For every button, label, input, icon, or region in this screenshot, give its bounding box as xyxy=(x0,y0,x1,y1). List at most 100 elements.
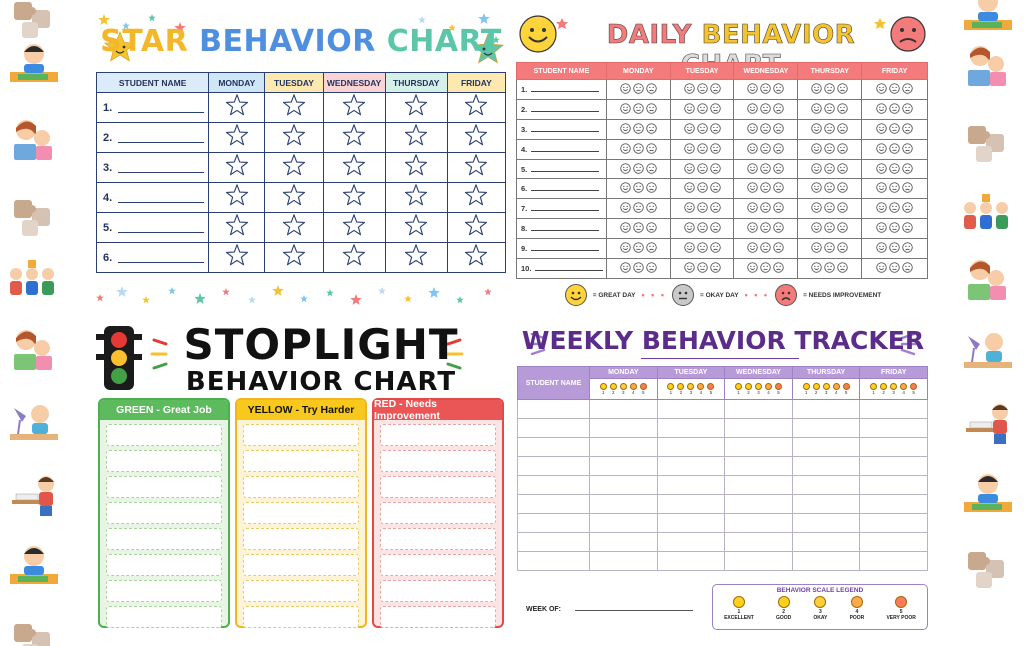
sad-face-icon[interactable] xyxy=(709,222,721,233)
sad-face-icon[interactable] xyxy=(902,182,913,194)
happy-face-icon[interactable] xyxy=(747,222,759,233)
happy-face-icon[interactable] xyxy=(811,202,822,213)
day-rating-cell[interactable] xyxy=(589,399,658,419)
name-slot[interactable] xyxy=(380,450,496,472)
name-slot[interactable] xyxy=(243,606,359,628)
sad-face-icon[interactable] xyxy=(709,103,721,114)
name-slot[interactable] xyxy=(380,424,496,446)
happy-face-icon[interactable] xyxy=(620,242,631,253)
neutral-face-icon[interactable] xyxy=(633,262,644,273)
sad-face-icon[interactable] xyxy=(837,142,848,154)
name-slot[interactable] xyxy=(106,554,222,576)
name-slot[interactable] xyxy=(380,554,496,576)
happy-face-icon[interactable] xyxy=(876,162,887,174)
name-slot[interactable] xyxy=(243,502,359,524)
sad-face-icon[interactable] xyxy=(646,162,657,174)
student-name-cell[interactable] xyxy=(517,456,590,476)
neutral-face-icon[interactable] xyxy=(633,83,644,94)
sad-face-icon[interactable] xyxy=(773,182,785,194)
student-name-cell[interactable]: 6. xyxy=(95,242,210,273)
sad-face-icon[interactable] xyxy=(709,162,721,174)
day-rating-cell[interactable] xyxy=(791,475,861,495)
name-slot[interactable] xyxy=(106,606,222,628)
star-cell[interactable] xyxy=(446,122,507,153)
student-name-cell[interactable]: 3. xyxy=(516,118,607,140)
neutral-face-icon[interactable] xyxy=(824,162,835,174)
neutral-face-icon[interactable] xyxy=(633,103,644,114)
sad-face-icon[interactable] xyxy=(773,142,785,154)
name-slot[interactable] xyxy=(243,450,359,472)
happy-face-icon[interactable] xyxy=(876,142,887,154)
star-cell[interactable] xyxy=(264,242,324,273)
sad-face-icon[interactable] xyxy=(837,202,848,213)
neutral-face-icon[interactable] xyxy=(696,103,708,114)
neutral-face-icon[interactable] xyxy=(760,202,772,213)
day-rating-cell[interactable] xyxy=(859,551,928,571)
neutral-face-icon[interactable] xyxy=(696,222,708,233)
sad-face-icon[interactable] xyxy=(837,103,848,114)
day-rating-cell[interactable] xyxy=(656,399,726,419)
sad-face-icon[interactable] xyxy=(902,83,913,94)
neutral-face-icon[interactable] xyxy=(889,83,900,94)
student-name-cell[interactable]: 3. xyxy=(95,152,210,183)
day-rating-cell[interactable] xyxy=(656,513,726,533)
name-slot[interactable] xyxy=(106,502,222,524)
sad-face-icon[interactable] xyxy=(902,242,913,253)
neutral-face-icon[interactable] xyxy=(696,142,708,154)
day-rating-cell[interactable] xyxy=(589,513,658,533)
neutral-face-icon[interactable] xyxy=(760,83,772,94)
student-name-cell[interactable]: 7. xyxy=(516,198,607,220)
happy-face-icon[interactable] xyxy=(747,262,759,273)
day-rating-cell[interactable] xyxy=(791,437,861,457)
happy-face-icon[interactable] xyxy=(811,262,822,273)
day-rating-cell[interactable] xyxy=(589,551,658,571)
happy-face-icon[interactable] xyxy=(811,242,822,253)
happy-face-icon[interactable] xyxy=(620,222,631,233)
day-rating-cell[interactable] xyxy=(589,456,658,476)
neutral-face-icon[interactable] xyxy=(889,162,900,174)
day-rating-cell[interactable] xyxy=(656,456,726,476)
happy-face-icon[interactable] xyxy=(811,182,822,194)
star-cell[interactable] xyxy=(322,242,386,273)
sad-face-icon[interactable] xyxy=(902,222,913,233)
neutral-face-icon[interactable] xyxy=(760,242,772,253)
student-name-cell[interactable]: 5. xyxy=(516,158,607,180)
happy-face-icon[interactable] xyxy=(620,103,631,114)
sad-face-icon[interactable] xyxy=(646,83,657,94)
sad-face-icon[interactable] xyxy=(709,123,721,134)
neutral-face-icon[interactable] xyxy=(824,142,835,154)
sad-face-icon[interactable] xyxy=(773,103,785,114)
student-name-cell[interactable]: 2. xyxy=(516,98,607,120)
happy-face-icon[interactable] xyxy=(683,142,695,154)
star-cell[interactable] xyxy=(384,242,448,273)
happy-face-icon[interactable] xyxy=(620,162,631,174)
neutral-face-icon[interactable] xyxy=(824,202,835,213)
sad-face-icon[interactable] xyxy=(709,202,721,213)
day-rating-cell[interactable] xyxy=(656,475,726,495)
sad-face-icon[interactable] xyxy=(837,222,848,233)
happy-face-icon[interactable] xyxy=(683,83,695,94)
day-rating-cell[interactable] xyxy=(791,532,861,552)
star-cell[interactable] xyxy=(384,122,448,153)
day-rating-cell[interactable] xyxy=(724,399,793,419)
day-rating-cell[interactable] xyxy=(724,418,793,438)
day-rating-cell[interactable] xyxy=(791,456,861,476)
neutral-face-icon[interactable] xyxy=(824,262,835,273)
student-name-cell[interactable]: 9. xyxy=(516,238,607,260)
happy-face-icon[interactable] xyxy=(683,242,695,253)
happy-face-icon[interactable] xyxy=(620,142,631,154)
name-slot[interactable] xyxy=(106,424,222,446)
sad-face-icon[interactable] xyxy=(837,123,848,134)
day-rating-cell[interactable] xyxy=(724,456,793,476)
happy-face-icon[interactable] xyxy=(876,83,887,94)
student-name-cell[interactable]: 2. xyxy=(95,122,210,153)
star-cell[interactable] xyxy=(446,212,507,243)
star-cell[interactable] xyxy=(208,92,266,123)
name-slot[interactable] xyxy=(243,554,359,576)
sad-face-icon[interactable] xyxy=(837,242,848,253)
star-cell[interactable] xyxy=(446,182,507,213)
student-name-cell[interactable] xyxy=(517,475,590,495)
day-rating-cell[interactable] xyxy=(791,551,861,571)
happy-face-icon[interactable] xyxy=(876,103,887,114)
happy-face-icon[interactable] xyxy=(683,162,695,174)
